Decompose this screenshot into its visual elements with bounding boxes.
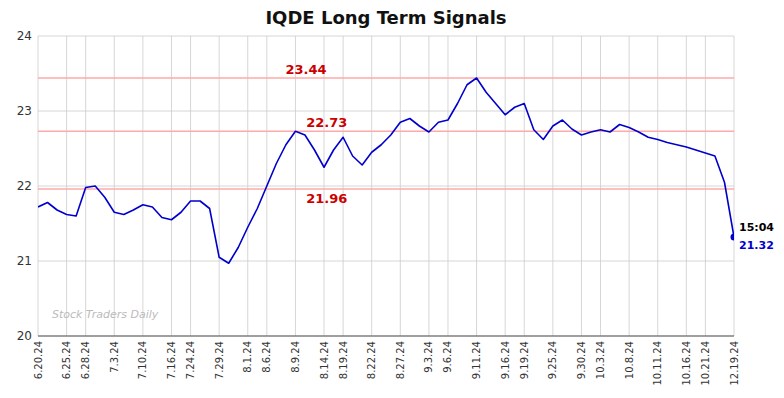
- x-tick-label: 6.20.24: [33, 341, 44, 379]
- grid-line-y: [38, 186, 734, 187]
- grid-line-x: [142, 36, 143, 336]
- x-tick-label: 8.27.24: [395, 341, 406, 379]
- grid-line-x: [657, 36, 658, 336]
- x-tick-label: 9.6.24: [442, 341, 453, 373]
- grid-line-y: [38, 336, 734, 337]
- x-tick-label: 7.29.24: [214, 341, 225, 379]
- x-tick-label: 10.8.24: [624, 341, 635, 379]
- grid-line-x: [705, 36, 706, 336]
- grid-line-x: [686, 36, 687, 336]
- title: IQDE Long Term Signals: [265, 7, 506, 28]
- x-tick-label: 7.16.24: [166, 341, 177, 379]
- reference-label: 22.73: [306, 115, 347, 130]
- x-tick-label: 9.30.24: [576, 341, 587, 379]
- grid-line-y: [38, 111, 734, 112]
- annotations: 23.44 22.73 21.96 15:04 21.32: [285, 62, 774, 252]
- y-tick-label: 24: [17, 29, 32, 43]
- grid-line-x: [476, 36, 477, 336]
- x-tick-label: 10.21.24: [700, 341, 711, 386]
- grid-line-x: [371, 36, 372, 336]
- grid-line-x: [85, 36, 86, 336]
- grid-line-x: [171, 36, 172, 336]
- x-axis: 6.20.24 6.25.24 6.28.24 7.3.24 7.10.24 7.16.2…: [33, 336, 740, 386]
- reference-line: [38, 188, 734, 190]
- x-tick-label: 8.22.24: [366, 341, 377, 379]
- grid-line-x: [600, 36, 601, 336]
- x-tick-label: 12.19.24: [729, 341, 740, 386]
- x-tick-label: 9.25.24: [547, 341, 558, 379]
- reference-label: 21.96: [306, 191, 347, 206]
- x-tick-label: 8.1.24: [242, 341, 253, 373]
- grid-line-x: [114, 36, 115, 336]
- grid-line-x: [219, 36, 220, 336]
- grid-line-x: [629, 36, 630, 336]
- x-tick-label: 7.10.24: [137, 341, 148, 379]
- grid-line-x: [400, 36, 401, 336]
- grid-line-x: [343, 36, 344, 336]
- grid-line-x: [552, 36, 553, 336]
- grid-line-x: [38, 36, 39, 336]
- y-tick-label: 21: [17, 254, 32, 268]
- plot-area: [38, 78, 734, 263]
- x-tick-label: 10.3.24: [595, 341, 606, 379]
- x-tick-label: 10.16.24: [681, 341, 692, 386]
- grid-line-x: [428, 36, 429, 336]
- chart: 20 21 22 23 24 6.20.24 6.25.24 6.28.24 7.3.24 7.1…: [0, 0, 784, 398]
- x-tick-label: 8.6.24: [261, 341, 272, 373]
- x-tick-label: 9.3.24: [423, 341, 434, 373]
- grid-line-x: [66, 36, 67, 336]
- end-label-time: 15:04: [739, 221, 774, 234]
- x-tick-label: 8.9.24: [290, 341, 301, 373]
- x-tick-label: 8.19.24: [338, 341, 349, 379]
- x-tick-label: 7.3.24: [109, 341, 120, 373]
- grid-line-x: [324, 36, 325, 336]
- x-tick-label: 10.11.24: [652, 341, 663, 386]
- reference-line: [38, 77, 734, 79]
- grid-line-x: [734, 36, 735, 336]
- watermark: Stock Traders Daily: [52, 308, 159, 321]
- x-tick-label: 9.11.24: [471, 341, 482, 379]
- grid-line-x: [524, 36, 525, 336]
- x-tick-label: 8.14.24: [319, 341, 330, 379]
- grid-line-x: [295, 36, 296, 336]
- end-label-price: 21.32: [739, 239, 774, 252]
- grid-line-x: [190, 36, 191, 336]
- grid-line-x: [247, 36, 248, 336]
- x-tick-label: 9.16.24: [500, 341, 511, 379]
- grid-line-y: [38, 261, 734, 262]
- background: [0, 0, 784, 398]
- grid: [38, 36, 734, 336]
- x-axis-line: [38, 335, 734, 336]
- grid-line-x: [581, 36, 582, 336]
- reference-line: [38, 131, 734, 133]
- grid-line-y: [38, 36, 734, 37]
- price-line: [38, 78, 734, 263]
- y-axis: 20 21 22 23 24: [17, 29, 32, 343]
- y-tick-label: 23: [17, 104, 32, 118]
- grid-line-x: [447, 36, 448, 336]
- x-tick-label: 7.24.24: [185, 341, 196, 379]
- last-point: [731, 234, 735, 241]
- y-tick-label: 22: [17, 179, 32, 193]
- x-tick-label: 6.28.24: [80, 341, 91, 379]
- x-tick-label: 6.25.24: [61, 341, 72, 379]
- grid-line-x: [505, 36, 506, 336]
- y-tick-label: 20: [17, 329, 32, 343]
- reference-label: 23.44: [285, 62, 326, 77]
- x-tick-label: 9.19.24: [519, 341, 530, 379]
